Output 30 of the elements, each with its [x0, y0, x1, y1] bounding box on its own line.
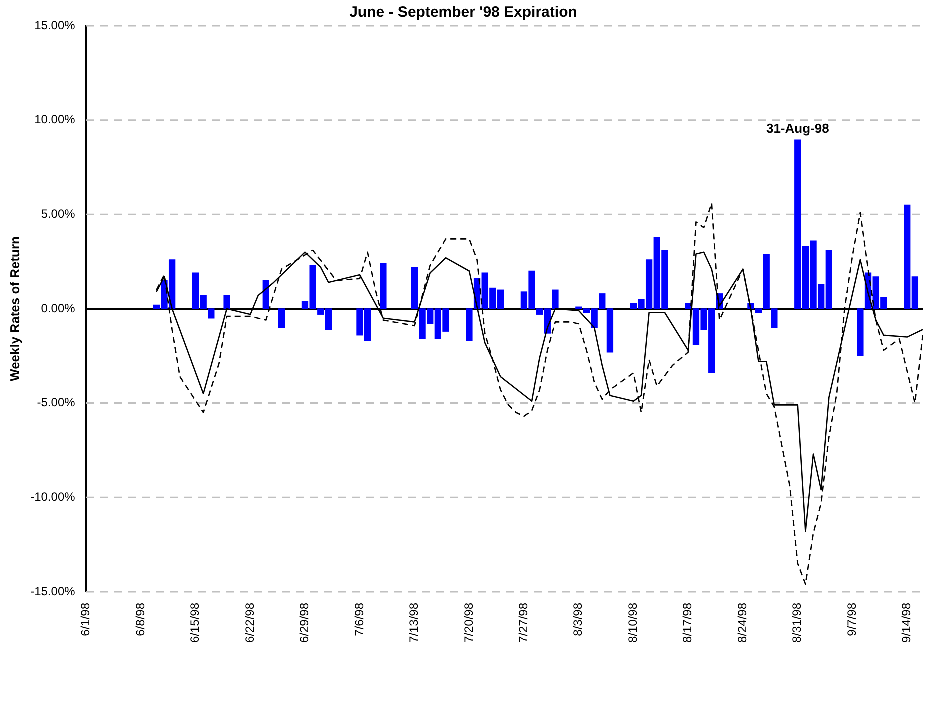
y-tick-label: 10.00%	[34, 112, 76, 127]
x-tick-label: 9/7/98	[844, 602, 859, 636]
x-tick-label: 6/29/98	[298, 602, 312, 644]
x-tick-label: 6/15/98	[188, 602, 202, 644]
x-tick-label: 8/10/98	[626, 602, 640, 644]
y-tick-label: -15.00%	[30, 584, 76, 598]
x-tick-label: 9/14/98	[900, 602, 914, 644]
x-tick-label: 7/6/98	[352, 602, 366, 636]
y-tick-label: 15.00%	[34, 18, 76, 32]
y-tick-label: 5.00%	[41, 206, 76, 221]
x-tick-label: 6/22/98	[242, 602, 257, 644]
x-tick-label: 8/24/98	[735, 602, 750, 644]
x-tick-label: 8/31/98	[790, 602, 804, 644]
x-tick-label: 6/1/98	[78, 602, 93, 636]
y-tick-label: -5.00%	[37, 396, 76, 410]
y-axis-title: Weekly Rates of Return	[7, 236, 22, 382]
x-tick-label: 8/3/98	[571, 602, 586, 636]
x-tick-label: 7/13/98	[407, 602, 422, 644]
bar	[262, 280, 270, 310]
x-tick-label: 7/27/98	[516, 602, 531, 644]
x-tick-label: 7/20/98	[462, 602, 476, 644]
bar	[380, 263, 387, 310]
bar	[224, 295, 230, 310]
annotation: 31-Aug-98	[766, 121, 830, 136]
chart-title: June - September '98 Expiration	[350, 4, 578, 22]
y-tick-label: -10.00%	[30, 490, 76, 504]
bar	[278, 308, 286, 328]
x-tick-label: 6/8/98	[133, 602, 148, 636]
y-tick-label: 0.00%	[41, 301, 76, 316]
x-tick-label: 8/17/98	[680, 602, 695, 644]
